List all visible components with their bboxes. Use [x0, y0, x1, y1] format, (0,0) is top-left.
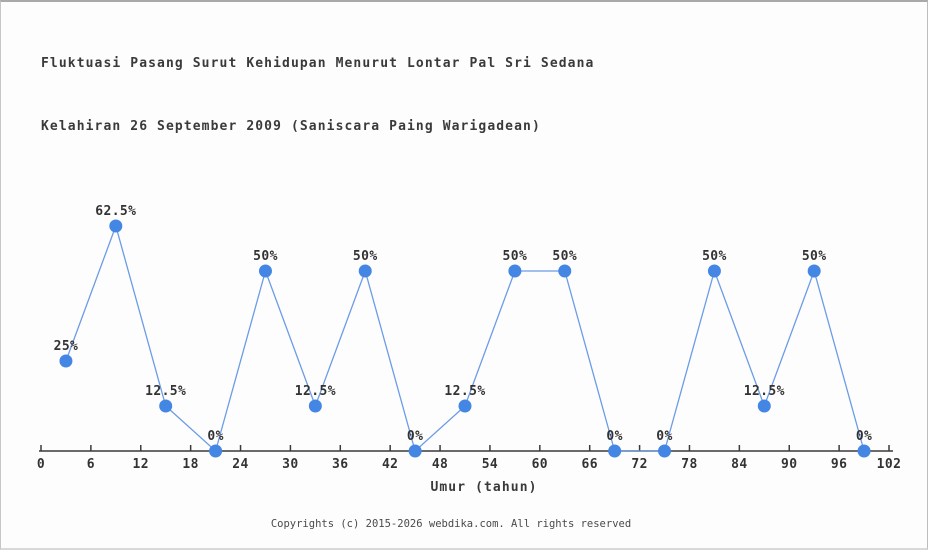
- data-point: [308, 399, 322, 413]
- data-point: [209, 444, 223, 458]
- data-point: [807, 264, 821, 278]
- data-point-label: 0%: [207, 429, 223, 444]
- data-point: [707, 264, 721, 278]
- data-point-label: 0%: [856, 429, 872, 444]
- chart-title-line1: Fluktuasi Pasang Surut Kehidupan Menurut…: [41, 56, 595, 71]
- data-point-label: 50%: [503, 249, 528, 264]
- x-tick-label: 36: [332, 457, 348, 472]
- x-tick-label: 6: [87, 457, 95, 472]
- x-tick-label: 30: [282, 457, 298, 472]
- data-point-label: 62.5%: [95, 204, 136, 219]
- data-point: [159, 399, 173, 413]
- data-point: [109, 219, 123, 233]
- series-line: [65, 223, 865, 453]
- data-point-label: 12.5%: [295, 384, 336, 399]
- data-point: [358, 264, 372, 278]
- data-point: [258, 264, 272, 278]
- copyright-footer: Copyrights (c) 2015-2026 webdika.com. Al…: [270, 518, 632, 530]
- x-tick-label: 18: [182, 457, 198, 472]
- data-point: [408, 444, 422, 458]
- data-point-label: 0%: [606, 429, 622, 444]
- data-point: [508, 264, 522, 278]
- data-point-label: 0%: [656, 429, 672, 444]
- data-point-label: 50%: [552, 249, 577, 264]
- x-tick-label: 24: [232, 457, 248, 472]
- x-tick-label: 12: [133, 457, 149, 472]
- chart-title-line2: Kelahiran 26 September 2009 (Saniscara P…: [41, 119, 541, 134]
- data-point-label: 25%: [54, 339, 79, 354]
- x-tick-label: 60: [532, 457, 548, 472]
- data-point: [857, 444, 871, 458]
- data-point-label: 50%: [253, 249, 278, 264]
- x-tick-label: 72: [631, 457, 647, 472]
- data-point: [757, 399, 771, 413]
- x-tick-label: 102: [877, 457, 902, 472]
- x-tick-label: 66: [581, 457, 597, 472]
- x-tick-label: 84: [731, 457, 747, 472]
- data-point-label: 12.5%: [444, 384, 485, 399]
- data-point: [558, 264, 572, 278]
- data-point-label: 0%: [407, 429, 423, 444]
- x-tick-label: 42: [382, 457, 398, 472]
- data-point-label: 50%: [702, 249, 727, 264]
- x-tick-label: 48: [432, 457, 448, 472]
- data-point: [658, 444, 672, 458]
- x-tick-label: 96: [831, 457, 847, 472]
- x-tick-label: 90: [781, 457, 797, 472]
- data-point-label: 50%: [802, 249, 827, 264]
- data-point: [59, 354, 73, 368]
- data-point-label: 50%: [353, 249, 378, 264]
- data-point: [458, 399, 472, 413]
- x-tick-label: 78: [681, 457, 697, 472]
- data-point-label: 12.5%: [744, 384, 785, 399]
- x-tick-label: 0: [37, 457, 45, 472]
- data-point-label: 12.5%: [145, 384, 186, 399]
- x-axis-title: Umur (tahun): [430, 480, 537, 495]
- x-tick-label: 54: [482, 457, 498, 472]
- chart-title: Fluktuasi Pasang Surut Kehidupan Menurut…: [41, 11, 594, 179]
- data-point: [608, 444, 622, 458]
